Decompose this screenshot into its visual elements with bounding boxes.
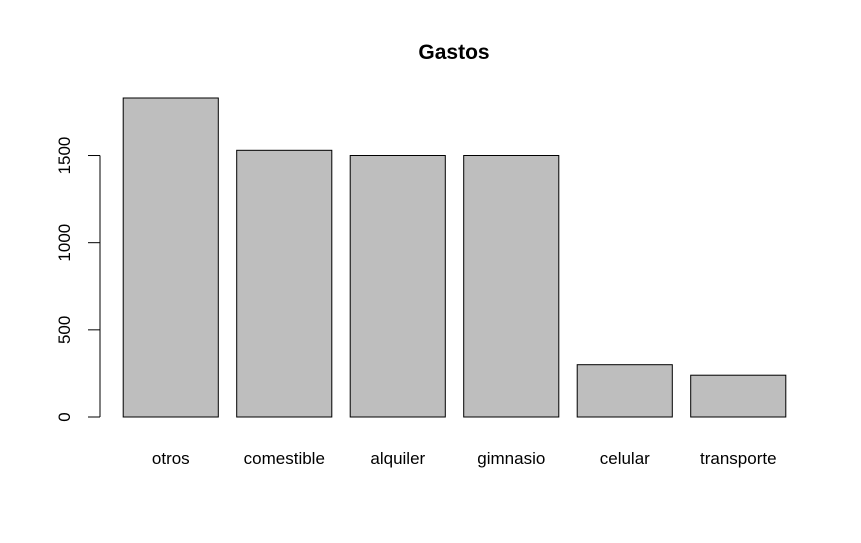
x-tick-label: otros <box>152 449 190 468</box>
y-tick-label: 1000 <box>55 224 74 262</box>
bars <box>122 97 787 418</box>
x-tick-label: transporte <box>700 449 777 468</box>
bar-transporte <box>690 374 787 418</box>
bar-gimnasio <box>463 155 560 418</box>
bar-celular <box>576 364 673 418</box>
chart-title: Gastos <box>418 41 489 64</box>
bar-otros <box>122 97 219 418</box>
x-tick-label: alquiler <box>370 449 425 468</box>
bar-alquiler <box>349 155 446 418</box>
y-tick-label: 0 <box>55 412 74 421</box>
x-axis-labels: otros comestible alquiler gimnasio celular tr… <box>152 449 777 468</box>
bar-comestible <box>236 149 333 418</box>
y-tick-label: 1500 <box>55 137 74 175</box>
y-axis: 0 500 1000 1500 <box>55 137 101 422</box>
x-tick-label: comestible <box>244 449 325 468</box>
x-tick-label: celular <box>600 449 650 468</box>
x-tick-label: gimnasio <box>477 449 545 468</box>
y-tick-label: 500 <box>55 316 74 344</box>
